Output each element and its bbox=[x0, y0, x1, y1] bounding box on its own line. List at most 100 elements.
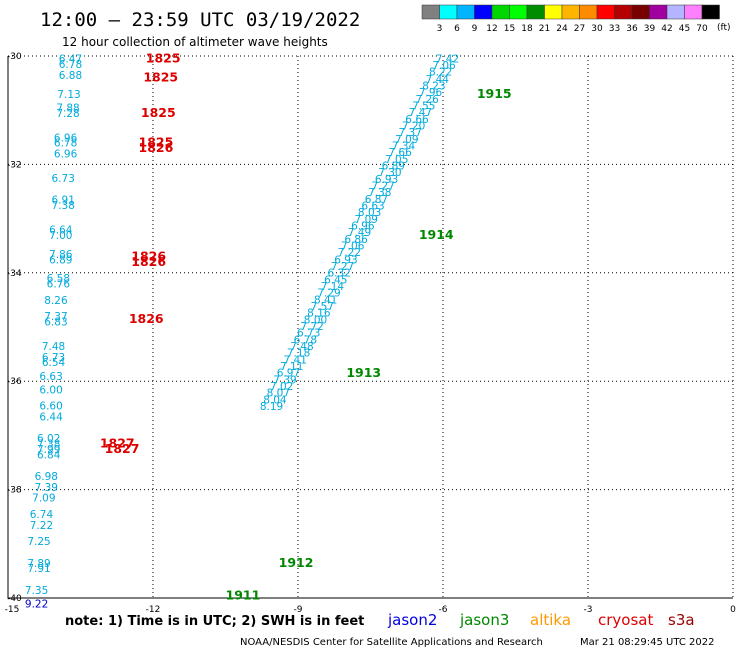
pass-time-label: 1915 bbox=[477, 86, 512, 101]
colorbar-swatch bbox=[526, 4, 545, 20]
colorbar-swatch bbox=[544, 4, 563, 20]
wave-height-point: 6.54 bbox=[42, 357, 66, 369]
wave-height-point: 7.09 bbox=[395, 134, 418, 146]
wave-height-point: 7.41 bbox=[284, 355, 307, 367]
x-tick-label: -9 bbox=[294, 605, 303, 615]
wave-height-point: 8.22 bbox=[429, 67, 452, 79]
wave-height-point: 7.72 bbox=[300, 321, 323, 333]
x-tick-label: 0 bbox=[730, 605, 736, 615]
wave-height-point: 7.48 bbox=[290, 341, 313, 353]
wave-height-point: 7.22 bbox=[338, 247, 361, 259]
wave-height-point: 6.88 bbox=[59, 70, 82, 82]
wave-height-point: 7.27 bbox=[371, 181, 394, 193]
wave-height-point: 6.47 bbox=[59, 54, 82, 66]
colorbar-tick-label: 6 bbox=[454, 24, 460, 34]
wave-height-point: 6.66 bbox=[405, 114, 429, 126]
wave-height-point: 7.25 bbox=[27, 536, 50, 548]
wave-height-point: 6.73 bbox=[297, 327, 320, 339]
pass-time-label: 1827 bbox=[100, 436, 135, 451]
colorbar-swatch bbox=[491, 4, 510, 20]
colorbar-swatch bbox=[649, 4, 668, 20]
wave-height-point: 7.66 bbox=[388, 147, 412, 159]
chart-title: 12:00 — 23:59 UTC 03/19/2022 bbox=[40, 9, 360, 31]
wave-height-point: 6.63 bbox=[39, 371, 62, 383]
colorbar-swatch bbox=[439, 4, 458, 20]
wave-height-point: 7.26 bbox=[415, 94, 439, 106]
y-tick-label: -34 bbox=[7, 269, 22, 279]
wave-height-point: 7.38 bbox=[37, 439, 60, 451]
wave-height-point: 8.16 bbox=[307, 307, 331, 319]
colorbar-tick-label: 12 bbox=[486, 24, 497, 34]
wave-height-point: 8.00 bbox=[304, 314, 327, 326]
chart-subtitle: 12 hour collection of altimeter wave hei… bbox=[62, 35, 328, 49]
wave-height-point: 6.84 bbox=[37, 449, 61, 461]
colorbar-swatch bbox=[421, 4, 440, 20]
colorbar-swatch bbox=[684, 4, 703, 20]
pass-time-label: 1825 bbox=[141, 105, 176, 120]
y-tick-label: -32 bbox=[7, 160, 22, 170]
data-points: 7.427.068.227.448.237.967.267.557.476.66… bbox=[25, 54, 459, 611]
wave-height-point: 6.73 bbox=[52, 173, 75, 185]
wave-height-point: 7.22 bbox=[30, 520, 53, 532]
x-tick-label: -6 bbox=[439, 605, 448, 615]
wave-height-point: 6.93 bbox=[334, 254, 357, 266]
pass-time-label: 1825 bbox=[143, 70, 178, 85]
wave-height-point: 7.49 bbox=[348, 227, 371, 239]
pass-time-label: 1825 bbox=[146, 51, 181, 66]
colorbar-swatch bbox=[509, 4, 528, 20]
wave-height-point: 6.74 bbox=[30, 509, 54, 521]
wave-height-point: 7.18 bbox=[287, 347, 310, 359]
wave-height-point: 7.13 bbox=[57, 89, 80, 101]
wave-height-point: 7.29 bbox=[317, 287, 340, 299]
y-tick-label: -38 bbox=[7, 486, 22, 496]
footer-timestamp: Mar 21 08:29:45 UTC 2022 bbox=[580, 637, 715, 648]
wave-height-point: 7.57 bbox=[311, 301, 334, 313]
pass-time-label: 1914 bbox=[419, 227, 454, 242]
x-tick-label: -12 bbox=[146, 605, 161, 615]
wave-height-point: 6.96 bbox=[351, 221, 375, 233]
wave-height-point: 6.32 bbox=[327, 267, 350, 279]
wave-height-point: 8.23 bbox=[422, 80, 445, 92]
wave-height-point: 7.11 bbox=[280, 361, 303, 373]
wave-height-point: 6.73 bbox=[42, 352, 65, 364]
colorbar-tick-label: 15 bbox=[504, 24, 515, 34]
legend-note: note: 1) Time is in UTC; 2) SWH is in fe… bbox=[65, 614, 364, 629]
colorbar-swatch bbox=[579, 4, 598, 20]
wave-height-point: 7.55 bbox=[412, 100, 435, 112]
wave-height-point: 7.44 bbox=[426, 74, 450, 86]
wave-height-point: 6.00 bbox=[39, 384, 62, 396]
wave-height-point: 6.91 bbox=[52, 195, 75, 207]
wave-height-point: 6.78 bbox=[54, 138, 77, 150]
plot-grid bbox=[8, 55, 734, 598]
wave-height-point: 7.27 bbox=[331, 261, 354, 273]
x-tick-label: -15 bbox=[5, 605, 20, 615]
wave-height-point: 7.42 bbox=[436, 54, 459, 66]
pass-time-label: 1825 bbox=[139, 135, 174, 150]
wave-height-point: 7.37 bbox=[399, 127, 422, 139]
pass-time-label: 1912 bbox=[279, 555, 314, 570]
wave-height-point: 7.86 bbox=[49, 249, 73, 261]
wave-height-point: 7.00 bbox=[49, 230, 72, 242]
wave-height-point: 6.58 bbox=[47, 273, 70, 285]
wave-height-point: 7.38 bbox=[52, 200, 75, 212]
colorbar-tick-label: 24 bbox=[556, 24, 568, 34]
colorbar-swatch bbox=[631, 4, 650, 20]
wave-height-point: 7.35 bbox=[25, 585, 48, 597]
wave-height-point: 6.89 bbox=[49, 254, 72, 266]
wave-height-point: 8.19 bbox=[260, 401, 283, 413]
wave-height-colorbar: 3 6 9 12 15 18 21 24 27 30 33 36 39 42 45 70 bbox=[421, 4, 720, 34]
colorbar-swatch bbox=[614, 4, 633, 20]
wave-height-point: 6.93 bbox=[375, 174, 398, 186]
wave-height-point: 7.89 bbox=[27, 558, 50, 570]
wave-height-point: 6.44 bbox=[39, 411, 63, 423]
pass-time-label: 1826 bbox=[139, 140, 174, 155]
wave-height-point: 6.89 bbox=[382, 160, 405, 172]
legend-cryosat: cryosat bbox=[598, 611, 653, 629]
wave-height-point: 7.39 bbox=[35, 482, 58, 494]
wave-height-point: 7.88 bbox=[56, 102, 79, 114]
wave-height-point: 8.04 bbox=[263, 395, 287, 407]
wave-height-point: 7.39 bbox=[273, 375, 296, 387]
wave-height-point: 6.96 bbox=[54, 149, 78, 161]
wave-height-point: 7.05 bbox=[385, 154, 408, 166]
